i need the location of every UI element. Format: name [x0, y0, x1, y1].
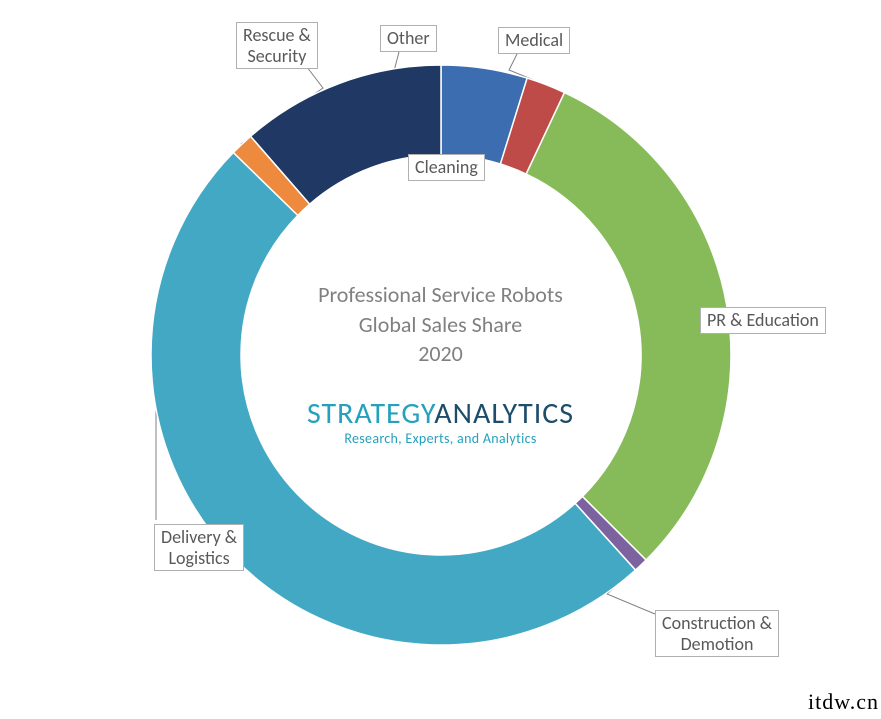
label-rescue-security: Rescue &Security	[236, 22, 318, 69]
watermark-text: itdw.cn	[808, 689, 879, 715]
logo-word-1: STRATEGY	[307, 395, 434, 432]
center-line-1: Professional Service Robots	[241, 280, 641, 310]
label-delivery-logistics: Delivery &Logistics	[154, 524, 244, 571]
center-line-2: Global Sales Share	[241, 310, 641, 340]
center-line-3: 2020	[241, 339, 641, 369]
logo-wordmark: STRATEGYANALYTICS	[231, 395, 651, 432]
logo-word-2: ANALYTICS	[434, 395, 574, 432]
label-pr-education: PR & Education	[700, 307, 826, 334]
chart-center-title: Professional Service Robots Global Sales…	[241, 280, 641, 369]
logo-tagline: Research, Experts, and Analytics	[231, 430, 651, 447]
brand-logo: STRATEGYANALYTICS Research, Experts, and…	[231, 395, 651, 447]
label-cleaning: Cleaning	[408, 154, 485, 181]
label-other: Other	[380, 25, 437, 52]
label-construction-demotion: Construction &Demotion	[655, 610, 779, 657]
label-medical: Medical	[498, 27, 570, 54]
